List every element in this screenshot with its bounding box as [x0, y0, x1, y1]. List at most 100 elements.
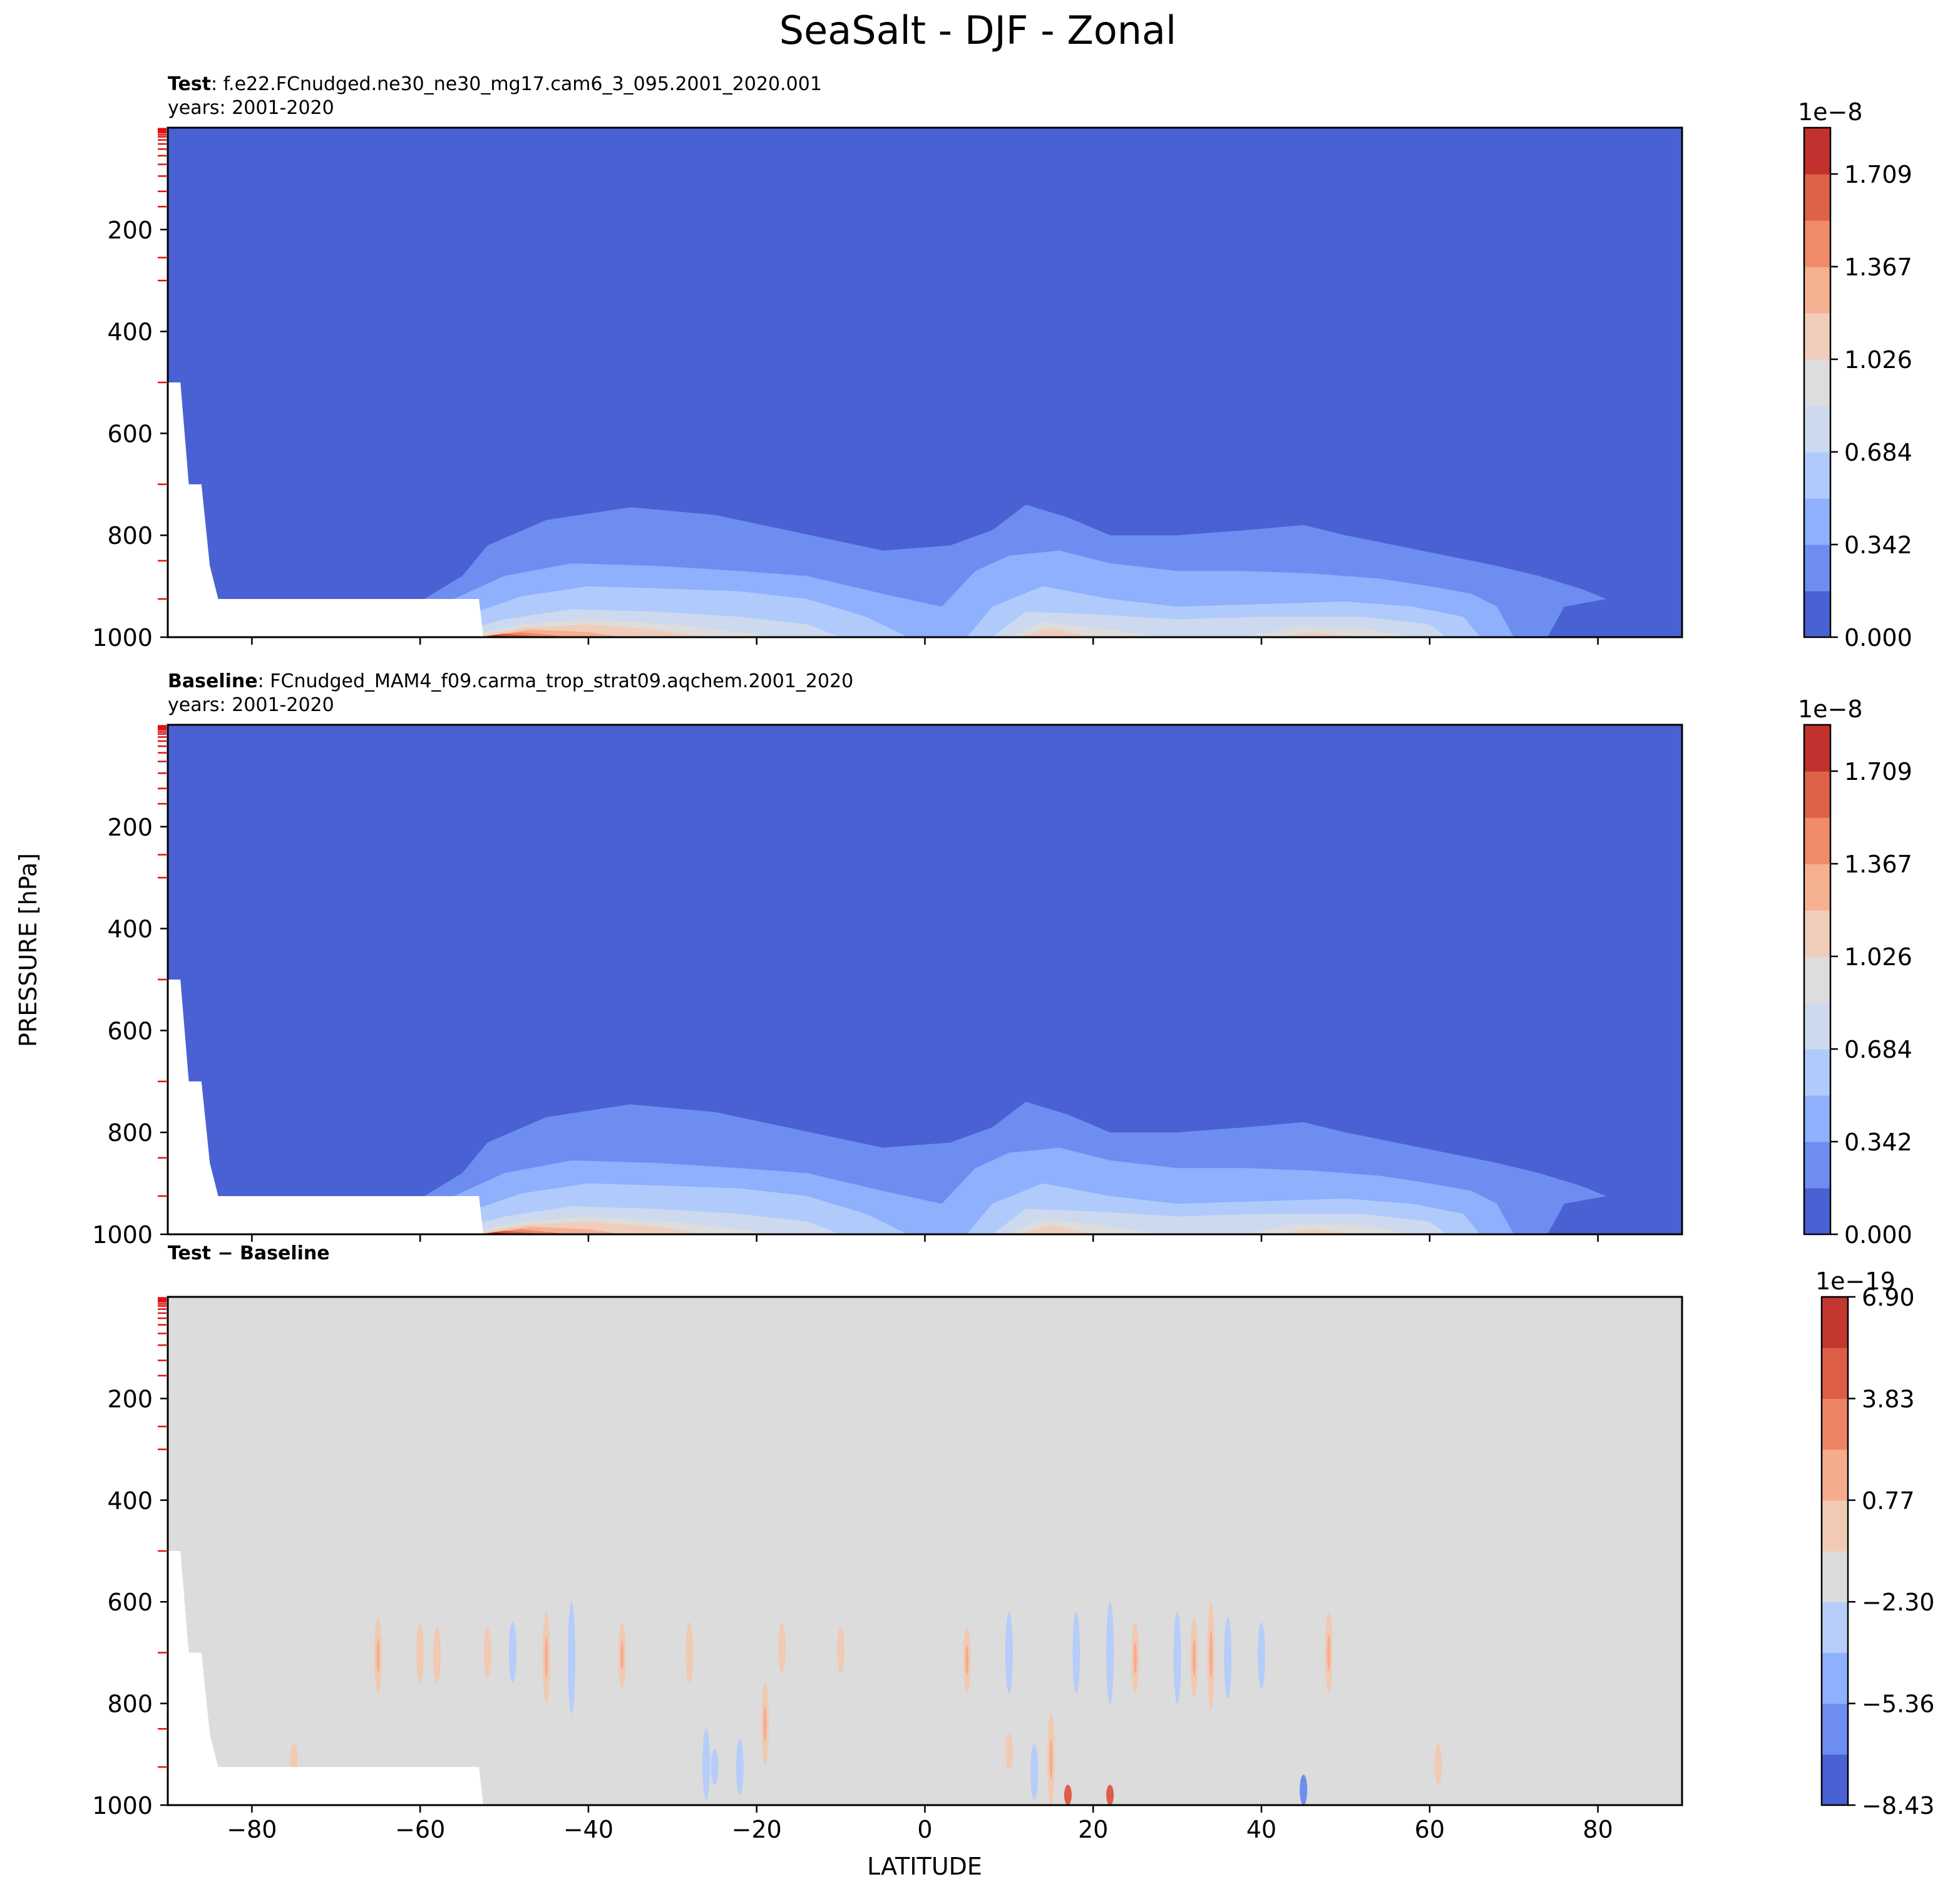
- panel-title-bold: Baseline: [168, 670, 258, 692]
- colorbar-swatch: [1822, 1551, 1848, 1602]
- topography-mask: [168, 980, 483, 1234]
- diff-feature-core: [763, 1705, 767, 1743]
- panel-subtitle: years: 2001-2020: [168, 97, 334, 119]
- diff-feature: [1005, 1612, 1013, 1694]
- x-tick-label: −20: [732, 1816, 782, 1843]
- panel-title: Test: f.e22.FCnudged.ne30_ne30_mg17.cam6…: [168, 73, 822, 95]
- diff-feature: [1434, 1744, 1442, 1785]
- colorbar-swatch: [1804, 452, 1830, 499]
- colorbar-swatch: [1804, 498, 1830, 545]
- colorbar-tick-label: 1.026: [1844, 346, 1912, 374]
- colorbar-tick-label: 0.342: [1844, 1129, 1912, 1156]
- colorbar-tick-label: 0.684: [1844, 1036, 1912, 1063]
- colorbar-swatch: [1804, 545, 1830, 591]
- diff-feature-core: [376, 1638, 380, 1672]
- diff-feature-core: [965, 1645, 969, 1676]
- colorbar-swatch: [1804, 1049, 1830, 1096]
- colorbar-tick-label: 3.83: [1862, 1385, 1915, 1413]
- diff-feature: [1224, 1617, 1232, 1699]
- diff-feature: [1258, 1622, 1266, 1689]
- colorbar-swatch: [1822, 1449, 1848, 1501]
- diff-feature: [685, 1622, 694, 1684]
- colorbar-swatch: [1822, 1602, 1848, 1653]
- x-tick-label: 20: [1078, 1816, 1108, 1843]
- colorbar-swatch: [1804, 128, 1830, 175]
- colorbar-frame: [1820, 1296, 1849, 1806]
- x-tick-label: −40: [563, 1816, 613, 1843]
- contour-band: [1278, 632, 1363, 637]
- colorbar-exponent: 1e−19: [1815, 1267, 1896, 1295]
- diff-feature: [711, 1749, 719, 1785]
- plot-area: [168, 128, 1682, 637]
- y-tick-label: 600: [107, 420, 153, 448]
- diff-feature: [736, 1739, 744, 1795]
- diff-feature-core: [1327, 1634, 1331, 1671]
- colorbar-swatch: [1804, 1095, 1830, 1142]
- diff-feature: [1030, 1744, 1039, 1800]
- colorbar-tick-label: −2.30: [1862, 1589, 1934, 1616]
- colorbar-tick-label: 1.709: [1844, 161, 1912, 188]
- topography-mask: [168, 382, 483, 637]
- diff-feature: [433, 1627, 441, 1684]
- x-tick-label: −60: [395, 1816, 445, 1843]
- diff-feature: [1005, 1734, 1013, 1770]
- diff-feature: [1173, 1612, 1181, 1704]
- colorbar-tick-label: 1.367: [1844, 851, 1912, 878]
- colorbar-swatch: [1822, 1652, 1848, 1704]
- diff-feature-core: [545, 1637, 548, 1679]
- panel-baseline: Baseline: FCnudged_MAM4_f09.carma_trop_s…: [92, 670, 1912, 1249]
- colorbar-tick-label: 1.709: [1844, 758, 1912, 786]
- diff-feature: [837, 1627, 845, 1673]
- diff-feature: [1064, 1784, 1072, 1805]
- colorbar-tick-label: 1.367: [1844, 253, 1912, 281]
- colorbar-swatch: [1804, 406, 1830, 453]
- colorbar-swatch: [1804, 725, 1830, 772]
- colorbar-tick-label: 0.77: [1862, 1487, 1915, 1515]
- colorbar-swatch: [1822, 1703, 1848, 1755]
- y-tick-label: 1000: [92, 624, 153, 652]
- colorbar-swatch: [1804, 1188, 1830, 1235]
- colorbar-tick-label: −8.43: [1862, 1792, 1934, 1820]
- colorbar-swatch: [1822, 1348, 1848, 1399]
- contour-band: [1278, 1229, 1363, 1234]
- diff-feature-core: [1209, 1631, 1213, 1679]
- panel-title-rest: : FCnudged_MAM4_f09.carma_trop_strat09.a…: [258, 670, 854, 692]
- contour-band: [1244, 627, 1413, 637]
- colorbar-exponent: 1e−8: [1798, 98, 1863, 126]
- x-axis-label: LATITUDE: [867, 1853, 982, 1880]
- colorbar-swatch: [1822, 1500, 1848, 1552]
- y-tick-label: 400: [107, 319, 153, 346]
- y-tick-label: 600: [107, 1017, 153, 1045]
- y-tick-label: 400: [107, 1487, 153, 1515]
- x-tick-label: 80: [1583, 1816, 1613, 1843]
- y-tick-label: 200: [107, 814, 153, 841]
- colorbar-tick-label: 0.684: [1844, 439, 1912, 466]
- colorbar-tick-label: 0.000: [1844, 1221, 1912, 1249]
- y-tick-label: 800: [107, 1691, 153, 1718]
- colorbar-swatch: [1804, 359, 1830, 406]
- y-tick-label: 1000: [92, 1221, 153, 1249]
- diff-feature: [1106, 1784, 1114, 1805]
- diff-feature-core: [1133, 1641, 1137, 1674]
- panel-title-bold: Test: [168, 73, 211, 95]
- diff-feature-core: [620, 1640, 624, 1671]
- y-tick-label: 200: [107, 217, 153, 244]
- colorbar-swatch: [1822, 1398, 1848, 1450]
- y-tick-label: 1000: [92, 1792, 153, 1820]
- diff-feature: [1072, 1612, 1080, 1694]
- contour-band: [1017, 628, 1094, 637]
- diff-feature: [1106, 1602, 1114, 1704]
- diff-feature: [290, 1744, 298, 1775]
- colorbar-swatch: [1804, 267, 1830, 314]
- colorbar-swatch: [1804, 1003, 1830, 1050]
- colorbar-swatch: [1822, 1754, 1848, 1806]
- diff-feature: [702, 1729, 711, 1800]
- x-tick-label: 60: [1415, 1816, 1445, 1843]
- x-tick-label: 0: [917, 1816, 932, 1843]
- colorbar-tick-label: 0.000: [1844, 624, 1912, 652]
- colorbar-swatch: [1804, 174, 1830, 221]
- colorbar: 0.000 0.342 0.684 1.026 1.367 1.709 1e−8: [1798, 695, 1912, 1249]
- diff-feature: [778, 1622, 786, 1673]
- topography-mask: [168, 1551, 483, 1805]
